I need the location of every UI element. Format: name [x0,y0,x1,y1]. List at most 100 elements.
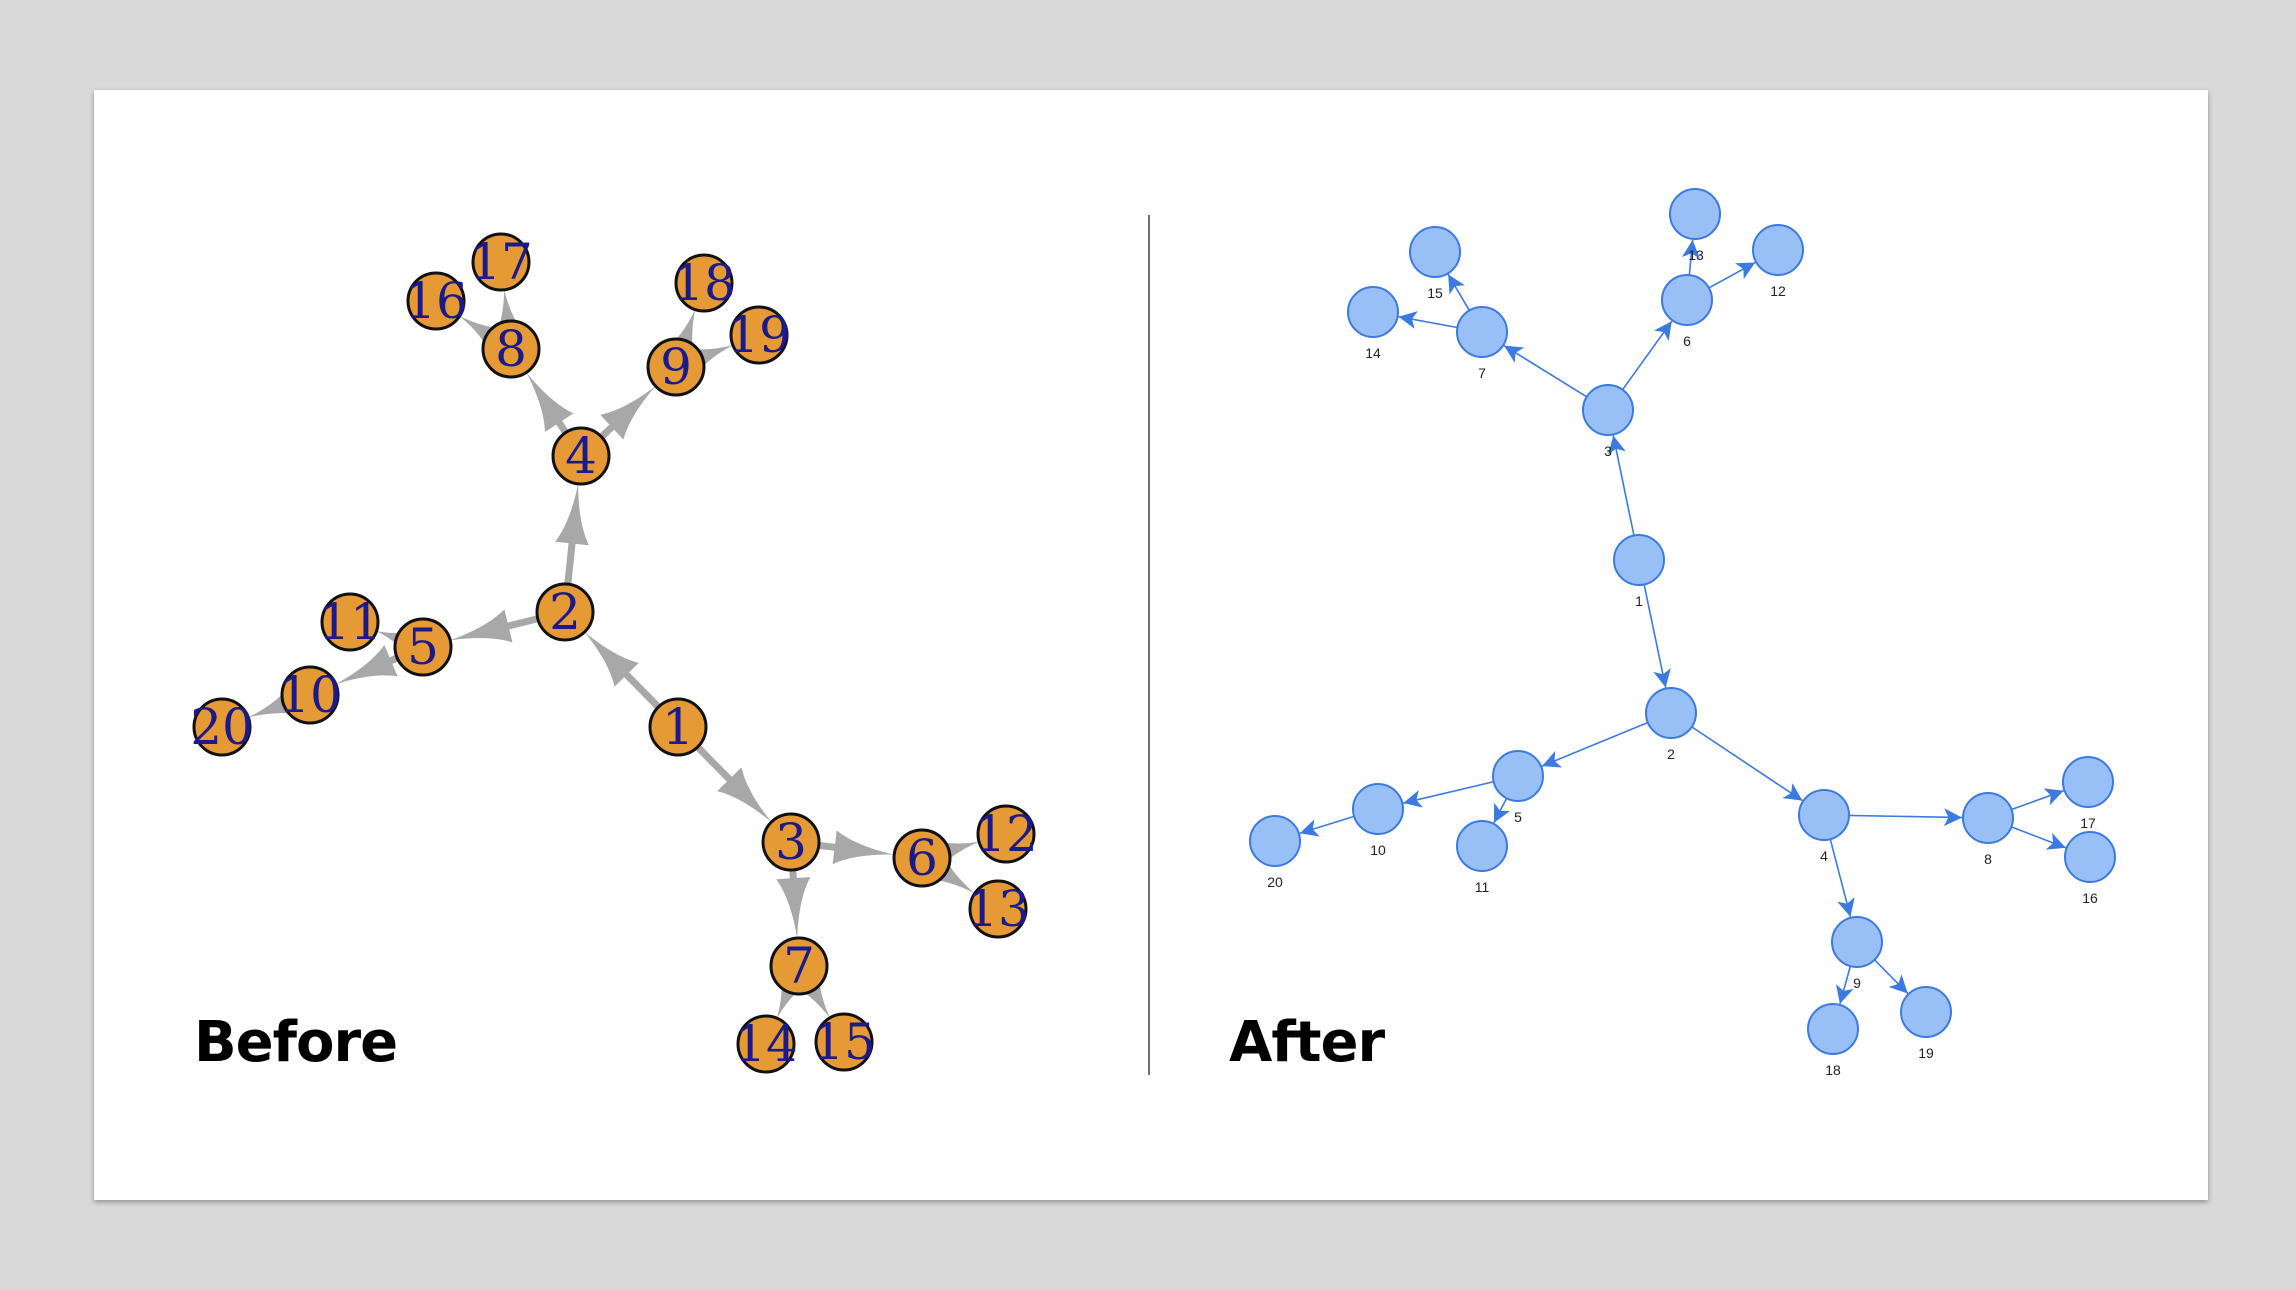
before-node-label: 1 [662,698,694,756]
before-node-3: 3 [761,812,821,872]
after-node-label: 17 [2080,815,2096,831]
after-node-14 [1347,286,1399,338]
after-node-label: 10 [1370,842,1386,858]
after-node-label: 4 [1820,848,1828,864]
after-edge-1-3 [1608,435,1635,536]
after-node-2 [1645,687,1697,739]
after-edge-8-17 [2011,788,2064,811]
before-node-20: 20 [190,697,254,757]
before-node-label: 6 [906,829,938,887]
after-edge-7-14 [1398,311,1458,329]
after-edge-3-7 [1503,345,1588,398]
before-label: Before [194,1010,398,1075]
before-node-label: 11 [318,593,382,651]
after-node-label: 9 [1853,975,1861,991]
after-node-1 [1613,534,1665,586]
after-edge-5-10 [1403,780,1494,808]
after-node-label: 7 [1478,365,1486,381]
after-node-label: 12 [1770,283,1786,299]
after-edge-1-2 [1643,584,1671,688]
after-node-label: 16 [2082,890,2098,906]
before-node-label: 17 [469,233,533,291]
after-node-13 [1669,188,1721,240]
before-node-label: 7 [783,937,815,995]
after-edge-10-20 [1299,815,1355,837]
before-node-label: 18 [672,254,736,312]
before-node-13: 13 [966,879,1030,939]
before-node-label: 3 [775,813,807,871]
after-node-15 [1409,226,1461,278]
after-node-label: 18 [1825,1062,1841,1078]
before-node-12: 12 [974,804,1038,864]
after-node-label: 3 [1604,443,1612,459]
before-node-4: 4 [551,426,611,486]
after-edge-4-9 [1829,838,1855,918]
after-edges [1299,239,2067,1005]
after-label: After [1229,1010,1385,1075]
before-node-14: 14 [734,1014,798,1074]
before-node-5: 5 [393,617,453,677]
after-node-4 [1798,789,1850,841]
before-node-label: 14 [734,1015,798,1073]
before-node-17: 17 [469,232,533,292]
after-edge-2-4 [1691,726,1803,802]
after-edge-4-8 [1848,808,1963,827]
after-node-12 [1752,224,1804,276]
after-node-20 [1249,815,1301,867]
before-node-label: 13 [966,880,1030,938]
before-node-label: 16 [404,272,468,330]
after-node-label: 6 [1683,333,1691,349]
before-node-label: 9 [660,338,692,396]
after-node-label: 2 [1667,746,1675,762]
after-node-9 [1831,916,1883,968]
slide: Before After 1 2 3 4 5 6 7 8 9 10 11 12 13 14 15 16 17 18… [94,90,2208,1200]
after-node-6 [1661,274,1713,326]
after-edge-6-13 [1681,239,1700,276]
after-edge-5-11 [1493,797,1511,824]
before-node-label: 2 [549,583,581,641]
before-node-label: 19 [727,306,791,364]
before-node-1: 1 [648,697,708,757]
before-node-2: 2 [535,582,595,642]
panel-divider [1148,215,1150,1075]
before-node-10: 10 [278,665,342,725]
after-edge-9-18 [1836,965,1854,1005]
before-node-9: 9 [646,337,706,397]
after-node-8 [1962,792,2014,844]
before-node-label: 4 [565,427,597,485]
before-node-label: 20 [190,698,254,756]
after-node-10 [1352,783,1404,835]
after-node-11 [1456,820,1508,872]
after-node-label: 13 [1688,247,1704,263]
after-node-label: 1 [1635,593,1643,609]
after-node-label: 15 [1427,285,1443,301]
before-node-label: 10 [278,666,342,724]
before-node-16: 16 [404,271,468,331]
after-node-16 [2064,831,2116,883]
before-node-label: 5 [407,618,439,676]
after-node-label: 11 [1475,879,1490,895]
after-edge-6-12 [1708,261,1756,289]
after-edge-9-19 [1873,959,1909,995]
after-node-17 [2062,756,2114,808]
after-node-label: 8 [1984,851,1992,867]
after-node-label: 14 [1365,345,1381,361]
before-node-6: 6 [892,828,952,888]
after-nodes [1249,188,2116,1055]
before-node-18: 18 [672,253,736,313]
before-node-8: 8 [481,319,541,379]
after-edge-7-15 [1447,274,1471,311]
before-node-11: 11 [318,592,382,652]
after-node-18 [1807,1003,1859,1055]
after-node-label: 20 [1267,874,1283,890]
after-node-label: 19 [1918,1045,1934,1061]
after-node-5 [1492,750,1544,802]
before-node-label: 8 [495,320,527,378]
after-edge-2-5 [1541,721,1649,768]
before-node-7: 7 [769,936,829,996]
before-node-15: 15 [812,1012,876,1072]
